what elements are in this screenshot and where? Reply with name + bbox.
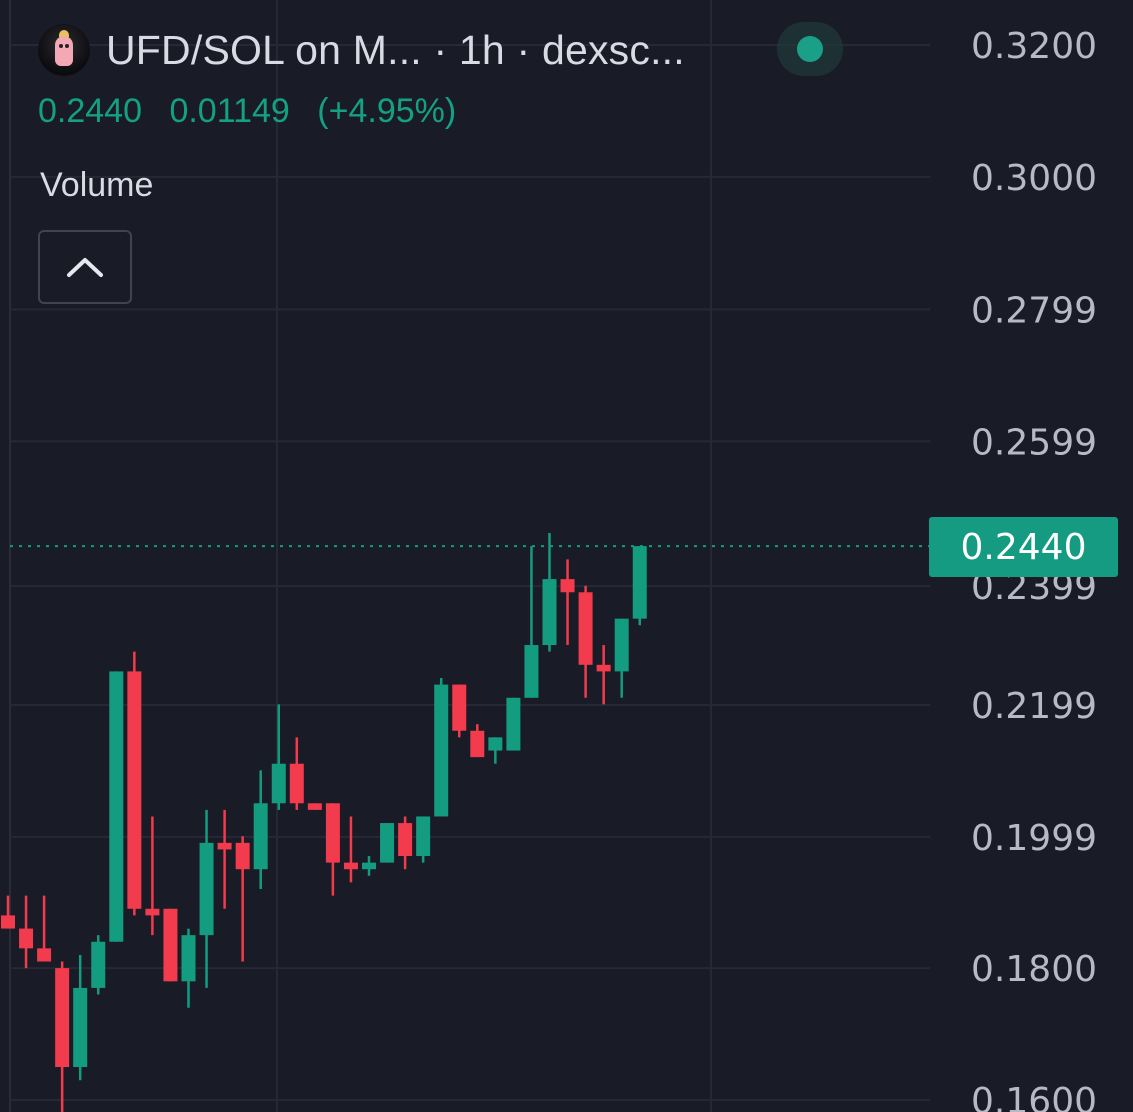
candle [398, 816, 413, 870]
candle-body [632, 546, 647, 619]
y-tick-label: 0.1600 [971, 1081, 1097, 1112]
candle-body [524, 645, 539, 698]
candle [253, 770, 268, 889]
candle-body [127, 671, 142, 909]
volume-collapse-button[interactable] [38, 230, 132, 304]
candle [452, 684, 467, 738]
candle [55, 961, 70, 1112]
candle [307, 803, 322, 810]
candle-body [343, 862, 358, 870]
candle-body [181, 935, 196, 982]
candle [217, 809, 232, 909]
candle [362, 856, 376, 876]
token-logo [38, 24, 90, 76]
candle [380, 823, 395, 863]
candle-body [235, 842, 250, 870]
candle-body [307, 803, 322, 810]
candle-body [73, 987, 88, 1068]
candle-body [91, 941, 106, 988]
candle-body [271, 763, 286, 804]
candle-body [19, 928, 34, 949]
price-change-percent: (+4.95%) [317, 92, 457, 130]
candle [19, 895, 34, 969]
candle-body [578, 592, 593, 665]
candle-body [145, 908, 160, 916]
chevron-up-icon [67, 258, 103, 277]
y-tick-label: 0.3000 [971, 158, 1097, 199]
chart-header: UFD/SOL on M... · 1h · dexsc... 0.2440 0… [38, 22, 938, 131]
candle [524, 546, 539, 698]
candle-body [596, 664, 611, 672]
candle [73, 954, 88, 1081]
candle-body [163, 908, 178, 982]
candle [127, 651, 142, 916]
candle-body [488, 737, 503, 751]
candle [1, 895, 15, 929]
candle [199, 809, 214, 988]
candle [596, 645, 611, 705]
y-tick-label: 0.1999 [971, 818, 1097, 859]
candles [1, 532, 647, 1112]
candle-body [614, 618, 629, 672]
candle-body [217, 842, 232, 850]
candle [416, 816, 431, 863]
candle-body [325, 803, 340, 863]
y-tick-label: 0.2799 [971, 290, 1097, 331]
candle-body [253, 803, 268, 870]
candle-body [37, 948, 52, 962]
y-tick-label: 0.1800 [971, 949, 1097, 990]
candle-body [1, 915, 15, 929]
grid-lines [9, 0, 930, 1112]
candle [434, 678, 449, 817]
price-summary: 0.2440 0.01149 (+4.95%) [38, 92, 938, 131]
candle [470, 724, 485, 758]
candle [325, 803, 340, 896]
candle [578, 585, 593, 698]
candle-body [55, 968, 70, 1068]
volume-label: Volume [40, 166, 154, 204]
live-status-indicator[interactable] [777, 22, 843, 76]
candle [37, 895, 52, 962]
candle-body [542, 579, 557, 646]
candle-body [362, 862, 376, 870]
candle-body [452, 684, 467, 731]
pair-title[interactable]: UFD/SOL on M... · 1h · dexsc... [106, 26, 685, 73]
candle [343, 816, 358, 883]
candle-body [560, 579, 575, 593]
candle-body [416, 816, 431, 857]
last-price-value: 0.2440 [38, 92, 142, 130]
candle-body [199, 842, 214, 936]
candle [632, 546, 647, 626]
candle-body [506, 697, 521, 751]
candle [506, 697, 521, 751]
candle [109, 671, 124, 942]
last-price-tag: 0.2440 [929, 517, 1118, 577]
candle-body [434, 684, 449, 817]
y-tick-label: 0.2599 [971, 422, 1097, 463]
price-change-value: 0.01149 [169, 92, 290, 130]
candle-body [398, 823, 413, 857]
candle [488, 737, 503, 764]
candle [289, 737, 304, 810]
candle [145, 816, 160, 936]
candle [542, 532, 557, 652]
y-tick-label: 0.2199 [971, 686, 1097, 727]
candle-body [109, 671, 124, 942]
candle-body [380, 823, 395, 863]
y-tick-label: 0.3200 [971, 26, 1097, 67]
candle [271, 704, 286, 810]
price-axis: 0.32000.30000.27990.25990.23990.21990.19… [971, 26, 1097, 1112]
candle [163, 908, 178, 982]
candle-body [289, 763, 304, 804]
candle [560, 559, 575, 646]
candle [91, 935, 106, 995]
live-dot-icon [797, 36, 823, 62]
candle-body [470, 730, 485, 758]
candle [614, 618, 629, 698]
candle [181, 928, 196, 1008]
candle [235, 836, 250, 962]
